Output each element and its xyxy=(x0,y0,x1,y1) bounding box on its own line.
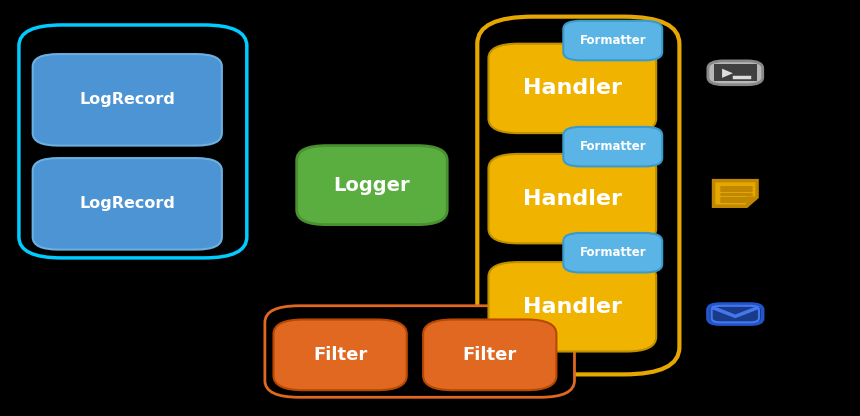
FancyBboxPatch shape xyxy=(563,21,662,60)
Text: Formatter: Formatter xyxy=(580,140,646,153)
Text: Filter: Filter xyxy=(313,346,367,364)
Text: Handler: Handler xyxy=(523,297,622,317)
FancyBboxPatch shape xyxy=(708,61,763,85)
FancyBboxPatch shape xyxy=(273,319,407,390)
FancyBboxPatch shape xyxy=(33,54,222,146)
Text: Filter: Filter xyxy=(463,346,517,364)
FancyBboxPatch shape xyxy=(708,304,763,324)
Polygon shape xyxy=(746,197,757,206)
Text: LogRecord: LogRecord xyxy=(79,196,175,211)
Text: Formatter: Formatter xyxy=(580,246,646,259)
Text: Handler: Handler xyxy=(523,188,622,209)
Polygon shape xyxy=(714,181,757,206)
FancyBboxPatch shape xyxy=(33,158,222,250)
FancyBboxPatch shape xyxy=(477,17,679,374)
FancyBboxPatch shape xyxy=(714,64,757,82)
Polygon shape xyxy=(722,69,733,78)
FancyBboxPatch shape xyxy=(265,306,574,397)
Text: Handler: Handler xyxy=(523,78,622,99)
FancyBboxPatch shape xyxy=(563,127,662,166)
FancyBboxPatch shape xyxy=(488,262,656,352)
Text: Logger: Logger xyxy=(334,176,410,195)
FancyBboxPatch shape xyxy=(423,319,556,390)
FancyBboxPatch shape xyxy=(488,44,656,133)
Text: Formatter: Formatter xyxy=(580,34,646,47)
FancyBboxPatch shape xyxy=(19,25,247,258)
FancyBboxPatch shape xyxy=(488,154,656,243)
FancyBboxPatch shape xyxy=(297,146,447,225)
FancyBboxPatch shape xyxy=(563,233,662,272)
Text: LogRecord: LogRecord xyxy=(79,92,175,107)
